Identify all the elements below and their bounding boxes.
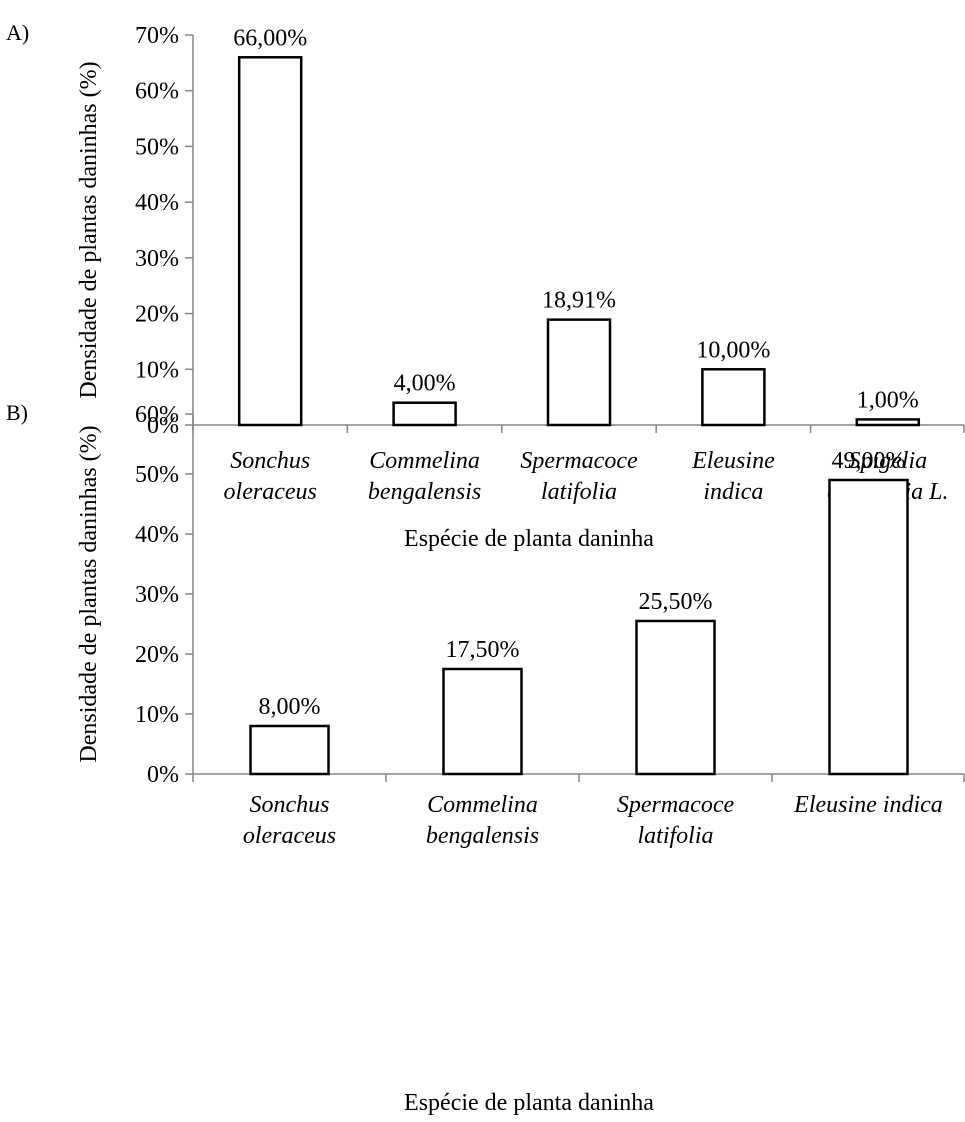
bar	[828, 478, 909, 776]
bar	[392, 401, 457, 427]
x-tick-label: latifolia	[637, 823, 713, 849]
data-label: 4,00%	[394, 371, 456, 397]
y-tick-label: 40%	[135, 522, 179, 548]
y-axis-title: Densidade de plantas daninhas (%)	[76, 425, 102, 762]
y-axis-title: Densidade de plantas daninhas (%)	[76, 61, 102, 398]
x-tick-label: bengalensis	[368, 479, 481, 505]
y-tick-label: 10%	[135, 357, 179, 383]
data-label: 66,00%	[233, 25, 307, 51]
y-tick-label: 10%	[135, 702, 179, 728]
x-tick-label: indica	[703, 479, 763, 505]
panel-label: B)	[6, 400, 28, 425]
bar	[546, 318, 612, 427]
y-tick-label: 60%	[135, 402, 179, 428]
data-label: 17,50%	[446, 637, 520, 663]
x-tick-label: Commelina	[427, 792, 538, 818]
y-tick-label: 0%	[147, 413, 179, 439]
x-tick-label: Sonchus	[230, 448, 310, 474]
y-tick-label: 60%	[135, 79, 179, 105]
x-tick-label: Commelina	[369, 448, 480, 474]
data-label: 8,00%	[259, 694, 321, 720]
x-tick-label: Spermacoce	[520, 448, 638, 474]
y-tick-label: 70%	[135, 23, 179, 49]
y-tick-label: 0%	[147, 762, 179, 788]
x-tick-label: Eleusine	[691, 448, 775, 474]
y-tick-label: 50%	[135, 134, 179, 160]
y-tick-label: 20%	[135, 642, 179, 668]
data-label: 10,00%	[696, 337, 770, 363]
bar	[855, 418, 921, 427]
bar	[237, 56, 303, 427]
x-tick-label: Spigelia	[848, 448, 927, 474]
x-axis-title: Espécie de planta daninha	[404, 1090, 654, 1116]
bar	[701, 368, 766, 427]
x-tick-label: Sonchus	[250, 792, 330, 818]
x-tick-label: bengalensis	[426, 823, 539, 849]
panel-label: A)	[6, 20, 29, 45]
data-label: 18,91%	[542, 288, 616, 314]
data-label: 49,00%	[832, 448, 906, 474]
x-axis-title: Espécie de planta daninha	[404, 526, 654, 552]
y-tick-label: 30%	[135, 246, 179, 272]
y-tick-label: 20%	[135, 302, 179, 328]
x-tick-label: Eleusine indica	[793, 792, 943, 818]
y-tick-label: 40%	[135, 190, 179, 216]
x-tick-label: Spermacoce	[617, 792, 735, 818]
bar	[249, 724, 330, 776]
data-label: 1,00%	[857, 387, 919, 413]
data-label: 25,50%	[639, 589, 713, 615]
x-tick-label: oleraceus	[224, 479, 317, 505]
x-tick-label: latifolia	[541, 479, 617, 505]
y-tick-label: 50%	[135, 462, 179, 488]
x-tick-label: oleraceus	[243, 823, 336, 849]
bar	[442, 667, 523, 776]
y-tick-label: 30%	[135, 582, 179, 608]
bar	[635, 619, 716, 776]
